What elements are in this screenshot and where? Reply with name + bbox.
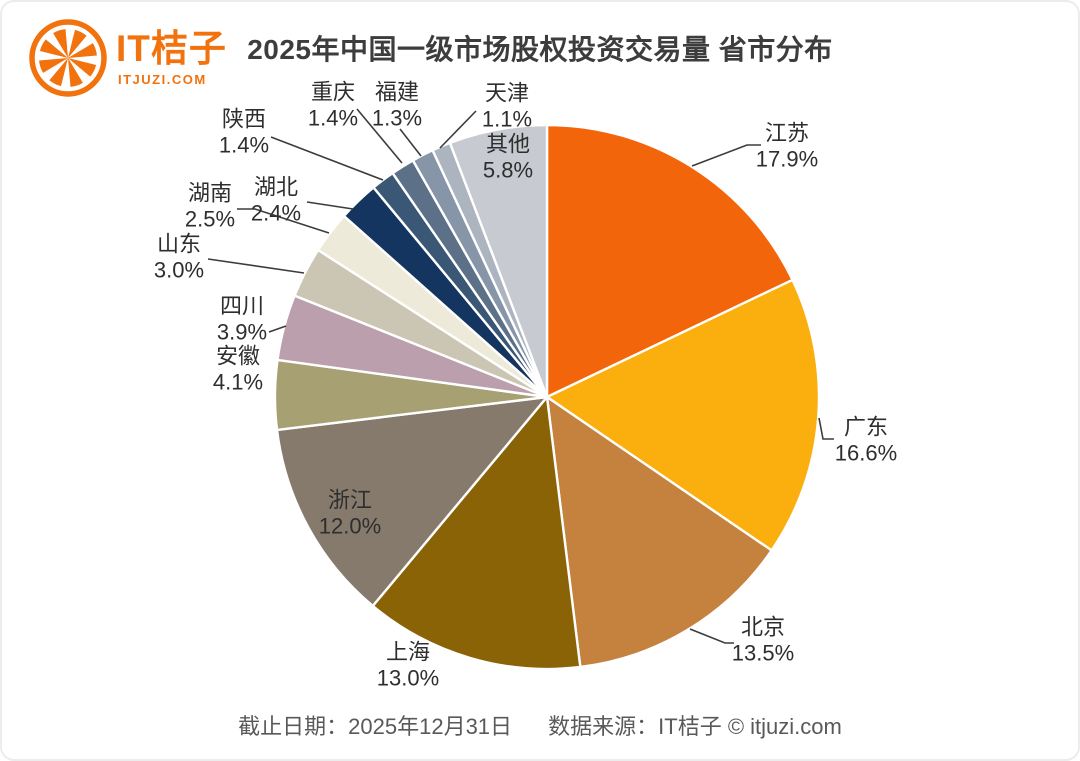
pie-slice-浙江[interactable]: [275, 395, 549, 608]
footnote-deadline: 截止日期：2025年12月31日: [238, 714, 513, 739]
logo-wedge: [39, 58, 68, 73]
logo-wedge: [39, 39, 68, 58]
leader-line: [356, 108, 403, 164]
chart-footnote: 截止日期：2025年12月31日 数据来源：IT桔子 © itjuzi.com: [2, 709, 1078, 741]
leader-line: [270, 136, 384, 181]
leader-line: [399, 128, 422, 157]
leader-line: [439, 110, 477, 149]
pie-slice-北京[interactable]: [545, 395, 773, 669]
footnote-source: 数据来源：IT桔子 © itjuzi.com: [548, 714, 842, 739]
logo-ring: [29, 19, 107, 97]
leader-line: [691, 144, 761, 167]
logo-domain-text: ITJUZI.COM: [118, 72, 207, 87]
logo-wedge: [68, 29, 87, 58]
orange-citrus-logo-icon: [29, 19, 107, 97]
pie-slice-广东[interactable]: [545, 278, 821, 552]
leader-line: [268, 325, 287, 333]
leader-line: [306, 201, 354, 210]
leader-line: [207, 258, 305, 274]
logo-wedge: [49, 58, 68, 87]
logo-wedge: [68, 58, 97, 77]
logo-wedge: [53, 29, 68, 58]
logo-wedge: [68, 58, 83, 87]
logo-brand-text: IT桔子: [116, 28, 227, 69]
itjuzi-logo: IT桔子 ITJUZI.COM: [28, 18, 227, 98]
pie-slice-江苏[interactable]: [545, 123, 794, 399]
leader-line: [689, 628, 734, 644]
leader-line: [818, 417, 834, 440]
logo-wedge: [68, 43, 97, 58]
pie-slice-上海[interactable]: [371, 395, 582, 671]
chart-title: 2025年中国一级市场股权投资交易量 省市分布: [247, 34, 833, 65]
leader-line: [237, 208, 330, 234]
pie-slice-其他[interactable]: [448, 123, 549, 399]
